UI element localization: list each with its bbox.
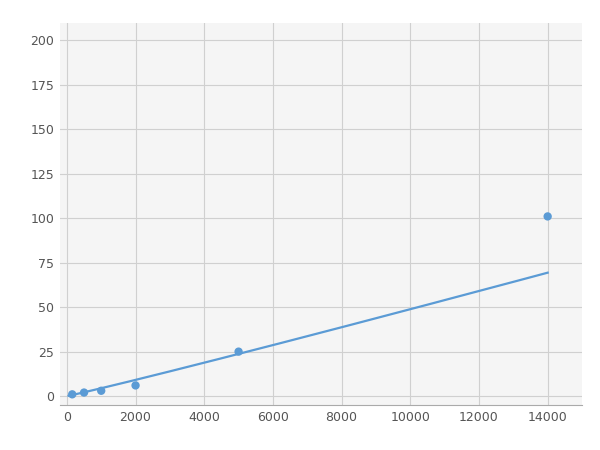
Point [543,213,553,220]
Point [67,391,77,398]
Point [79,389,89,396]
Point [97,387,106,394]
Point [131,382,140,389]
Point [234,348,244,355]
